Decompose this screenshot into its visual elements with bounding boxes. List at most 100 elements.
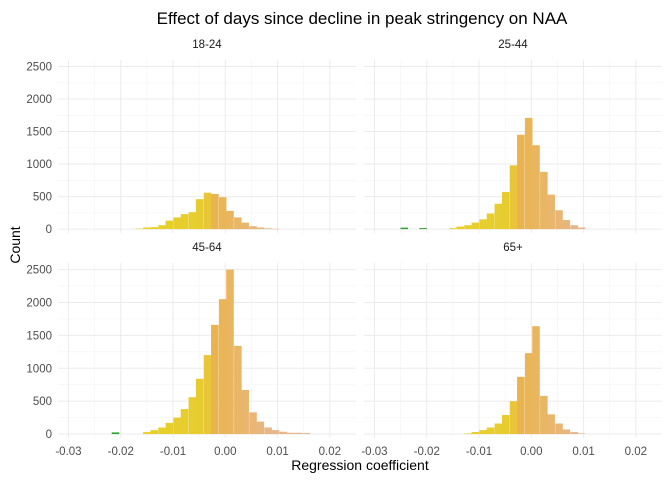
histogram-bar: [524, 117, 533, 230]
histogram-bar: [150, 430, 158, 435]
histogram-bar: [249, 412, 257, 435]
histogram-bar: [226, 269, 234, 435]
histogram-bar: [486, 213, 495, 230]
histogram-bar: [540, 395, 548, 435]
histogram-bar: [400, 227, 409, 230]
x-tick-label: -0.02: [108, 446, 134, 458]
histogram-bar: [302, 433, 311, 435]
x-tick-label: 0.00: [520, 446, 542, 458]
histogram-bar: [509, 401, 518, 435]
histogram-bar: [241, 222, 249, 230]
y-tick-label: 1500: [26, 330, 52, 342]
y-tick-label: 1500: [26, 127, 52, 139]
chart-title: Effect of days since decline in peak str…: [157, 9, 568, 28]
x-tick-label: -0.02: [414, 446, 440, 458]
histogram-bar: [501, 414, 510, 435]
y-tick-label: 2000: [26, 297, 52, 309]
x-tick-label: -0.01: [466, 446, 492, 458]
facet-panel-25-44: 25-44: [364, 39, 662, 233]
histogram-bar: [158, 225, 166, 230]
y-tick-label: 1000: [26, 159, 52, 171]
histogram-bar: [241, 389, 249, 435]
histogram-bar: [532, 145, 540, 230]
histogram-bar: [449, 228, 457, 230]
histogram-bar: [249, 226, 257, 230]
histogram-bar: [143, 432, 151, 435]
histogram-bar: [570, 432, 578, 435]
histogram-bar: [143, 227, 151, 230]
y-tick-label: 2000: [26, 94, 52, 106]
histogram-bar: [547, 194, 555, 230]
histogram-bar: [234, 345, 242, 435]
histogram-bar: [165, 422, 174, 435]
histogram-bar: [486, 427, 495, 435]
histogram-bar: [256, 421, 265, 435]
histogram-bar: [509, 165, 518, 230]
histogram-bar: [256, 227, 265, 230]
y-tick-label: 2500: [26, 62, 52, 74]
y-axis-title: Count: [7, 226, 23, 263]
histogram-bar: [471, 432, 480, 435]
histogram-bar: [577, 227, 586, 230]
histogram-bar: [464, 433, 472, 435]
histogram-bar: [517, 134, 525, 230]
x-tick-label: -0.03: [55, 446, 81, 458]
histogram-bar: [577, 433, 586, 435]
histogram-bar: [570, 225, 578, 230]
histogram-bar: [562, 429, 571, 435]
y-tick-label: 500: [33, 396, 52, 408]
x-tick-label: 0.02: [319, 446, 341, 458]
histogram-bar: [279, 431, 288, 435]
x-tick-label: -0.01: [160, 446, 186, 458]
histogram-bar: [555, 210, 563, 230]
histogram-bar: [195, 199, 204, 230]
histogram-bar: [555, 423, 563, 435]
histogram-bar: [271, 430, 280, 435]
histogram-bar: [173, 217, 181, 230]
histogram-bar: [218, 197, 227, 230]
histogram-bar: [532, 326, 540, 435]
facet-panel-18-24: 18-24 0 500 1000 1500 2000 2500: [26, 39, 356, 236]
x-tick-label: 0.01: [266, 446, 288, 458]
histogram-bar: [271, 228, 280, 230]
histogram-bar: [264, 427, 272, 435]
histogram-bar: [188, 397, 197, 435]
histogram-bar: [180, 409, 189, 435]
y-tick-label: 0: [46, 429, 52, 441]
histogram-bar: [540, 171, 548, 230]
histogram-bar: [547, 414, 555, 435]
y-tick-label: 1000: [26, 363, 52, 375]
histogram-bar: [494, 423, 503, 435]
histogram-bar: [218, 299, 227, 435]
histogram-bar: [264, 228, 272, 230]
histogram-bar: [180, 214, 189, 230]
histogram-bar: [234, 217, 242, 230]
histogram-bar: [494, 203, 503, 230]
facet-panel-45-64: 45-64 0 500 1000 1500 2000 2500 -0.03 -0.02 -0.01…: [26, 242, 356, 458]
y-tick-label: 2500: [26, 265, 52, 277]
histogram-bar: [524, 353, 533, 435]
histogram-bar: [211, 193, 219, 230]
histogram-bar: [464, 225, 472, 230]
x-tick-label: 0.00: [214, 446, 236, 458]
histogram-bar: [471, 222, 480, 230]
histogram-bar: [195, 378, 204, 435]
histogram-bar: [286, 432, 295, 435]
histogram-bar: [158, 427, 166, 435]
histogram-bar: [173, 417, 181, 435]
y-tick-label: 0: [46, 224, 52, 236]
histogram-bar: [501, 192, 510, 230]
histogram-bar: [165, 220, 174, 230]
histogram-bar: [419, 228, 427, 230]
facet-label: 65+: [503, 242, 523, 254]
facet-panels: 18-240500100015002000250025-4445-6405001…: [26, 39, 662, 458]
histogram-bar: [150, 227, 158, 230]
histogram-bar: [211, 324, 219, 435]
x-tick-label: -0.03: [361, 446, 387, 458]
histogram-bar: [479, 219, 487, 230]
facet-label: 25-44: [498, 39, 528, 51]
histogram-bar: [135, 228, 143, 230]
histogram-bar: [479, 430, 487, 435]
